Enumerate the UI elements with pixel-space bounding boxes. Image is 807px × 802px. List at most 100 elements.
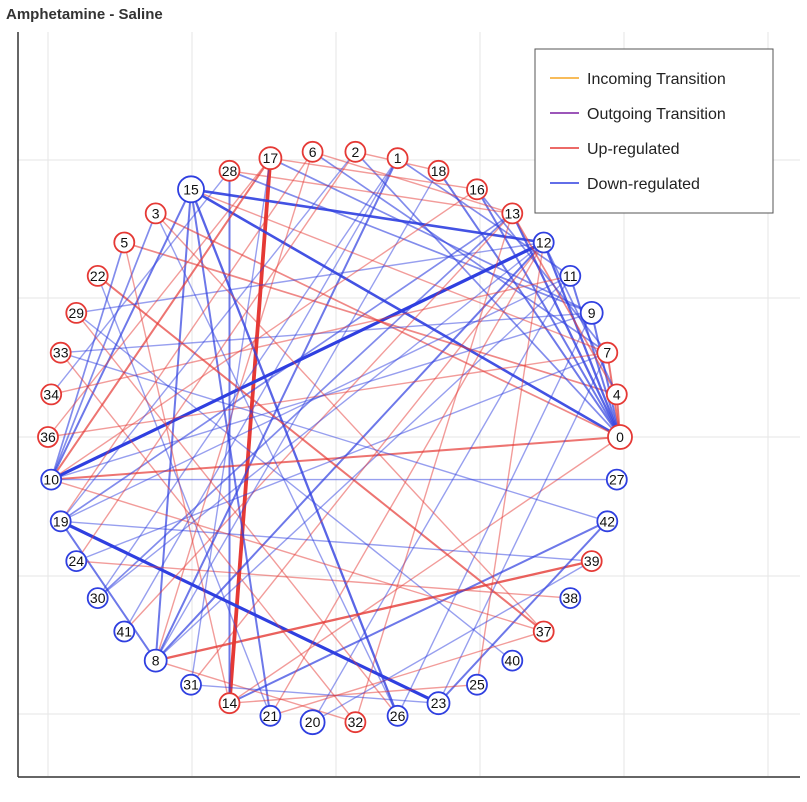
edge-15-21 (190, 189, 272, 716)
node-circle-34 (40, 383, 63, 406)
edge-20-39 (312, 560, 593, 723)
node-circle-17 (258, 146, 283, 171)
node-label-4: 4 (613, 386, 621, 402)
node-5: 5 (113, 231, 136, 254)
edge-8-39 (155, 559, 592, 662)
node-label-40: 40 (505, 653, 521, 669)
edge-23-42 (437, 520, 609, 704)
node-19: 19 (49, 510, 72, 533)
node-circle-42 (596, 510, 619, 533)
legend-label-down: Down-regulated (587, 176, 700, 193)
node-circle-30 (86, 587, 109, 609)
node-circle-29 (65, 301, 88, 324)
node-label-11: 11 (563, 268, 578, 284)
node-circle-7 (596, 341, 619, 364)
node-circle-26 (386, 704, 409, 727)
edge-13-0 (511, 212, 622, 438)
node-label-10: 10 (43, 472, 59, 488)
node-label-34: 34 (43, 386, 59, 402)
node-circle-38 (559, 587, 582, 609)
chart-title: Amphetamine - Saline (6, 6, 163, 23)
node-circle-16 (466, 178, 488, 201)
node-16: 16 (466, 178, 488, 201)
legend-label-up: Up-regulated (587, 141, 680, 158)
node-label-6: 6 (309, 144, 317, 160)
node-circle-37 (532, 620, 555, 643)
edge-30-12 (97, 241, 545, 599)
node-9: 9 (579, 300, 604, 325)
edge-28-13 (229, 170, 513, 215)
node-18: 18 (427, 159, 450, 182)
node-label-2: 2 (352, 144, 360, 160)
node-2: 2 (344, 140, 367, 163)
node-15: 15 (177, 175, 205, 204)
node-7: 7 (596, 341, 619, 364)
edge-14-25 (229, 684, 478, 704)
node-22: 22 (86, 264, 109, 287)
node-6: 6 (301, 140, 324, 163)
node-circle-25 (466, 673, 488, 696)
edge-3-26 (155, 213, 399, 717)
edge-18-8 (155, 170, 440, 661)
node-30: 30 (86, 587, 109, 609)
node-26: 26 (386, 704, 409, 727)
node-circle-10 (40, 468, 63, 491)
edge-39-19 (60, 520, 592, 562)
node-33: 33 (49, 341, 72, 364)
node-circle-22 (86, 264, 109, 287)
node-circle-0 (607, 424, 633, 450)
node-label-38: 38 (563, 590, 579, 606)
edge-29-26 (75, 312, 399, 717)
edge-42-33 (60, 352, 608, 522)
node-31: 31 (180, 673, 202, 696)
node-14: 14 (218, 692, 241, 715)
node-circle-21 (259, 704, 282, 727)
edge-15-12 (190, 188, 544, 244)
edge-34-11 (51, 275, 571, 396)
edge-23-7 (437, 352, 608, 704)
node-circle-32 (344, 711, 367, 734)
node-circle-15 (177, 175, 205, 204)
node-circle-31 (180, 673, 202, 696)
edge-12-0 (542, 242, 622, 438)
node-label-13: 13 (505, 205, 521, 221)
edge-22-37 (97, 275, 545, 633)
node-label-15: 15 (183, 181, 199, 197)
edge-19-13 (60, 212, 513, 523)
node-label-5: 5 (120, 235, 128, 251)
edge-10-12 (50, 241, 545, 482)
node-label-37: 37 (536, 624, 552, 640)
node-4: 4 (605, 383, 628, 406)
node-42: 42 (596, 510, 619, 533)
node-circle-18 (427, 159, 450, 182)
node-12: 12 (532, 231, 555, 254)
node-circle-2 (344, 140, 367, 163)
node-circle-39 (580, 550, 603, 572)
node-41: 41 (113, 620, 136, 643)
edge-15-26 (189, 188, 399, 717)
node-label-26: 26 (390, 708, 406, 724)
edge-33-32 (60, 352, 356, 723)
edge-13-4 (511, 212, 618, 395)
edge-28-9 (229, 170, 593, 314)
node-circle-20 (299, 709, 326, 736)
node-circle-8 (143, 648, 168, 673)
node-circle-36 (37, 426, 59, 448)
edge-31-23 (190, 684, 439, 704)
edge-14-42 (229, 520, 608, 705)
node-32: 32 (344, 711, 367, 734)
node-layer: 0479111213161812617281535222933343610192… (37, 140, 633, 736)
edge-14-0 (229, 436, 621, 704)
node-label-7: 7 (603, 345, 611, 361)
node-20: 20 (299, 709, 326, 736)
node-circle-5 (113, 231, 136, 254)
edge-15-8 (154, 189, 192, 661)
node-34: 34 (40, 383, 63, 406)
node-label-27: 27 (609, 472, 625, 488)
edge-1-30 (97, 157, 399, 599)
edge-17-9 (270, 157, 593, 314)
node-label-29: 29 (69, 305, 85, 321)
edge-6-13 (312, 151, 513, 215)
node-label-41: 41 (117, 624, 133, 640)
